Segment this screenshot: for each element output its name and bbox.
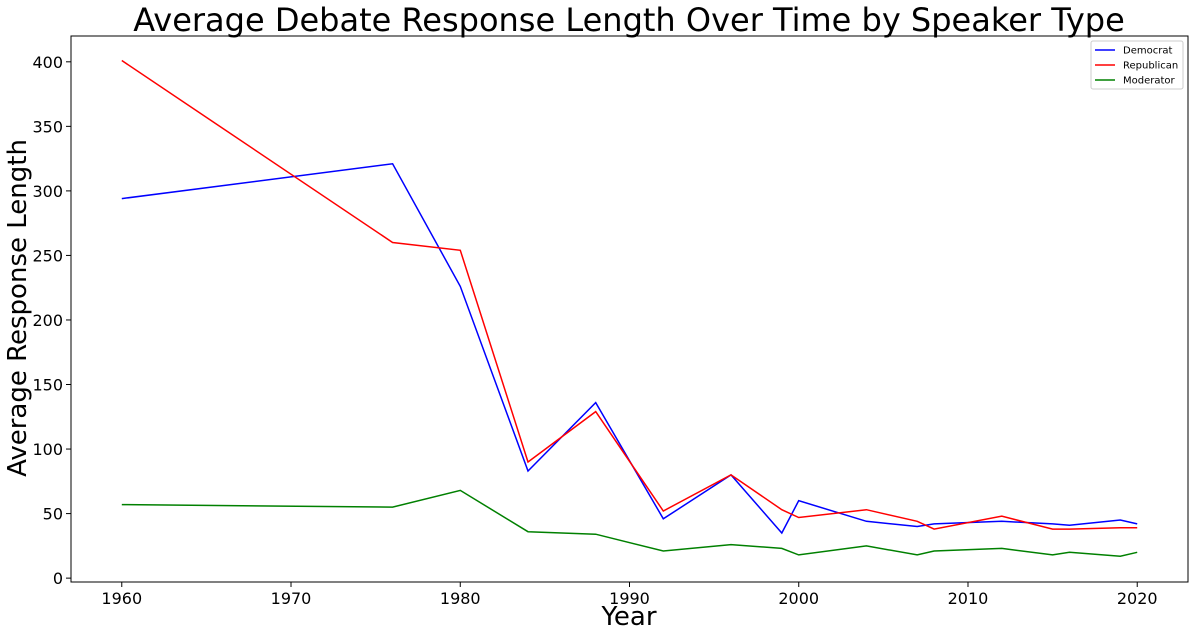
legend: Democrat Republican Moderator bbox=[1090, 40, 1184, 90]
y-tick-label: 150 bbox=[32, 376, 63, 395]
x-tick-label: 1990 bbox=[609, 589, 650, 608]
y-axis-label: Average Response Length bbox=[3, 139, 33, 477]
legend-label-republican: Republican bbox=[1123, 61, 1178, 72]
x-tick-label: 2020 bbox=[1117, 589, 1158, 608]
legend-label-democrat: Democrat bbox=[1123, 46, 1172, 57]
y-tick-label: 250 bbox=[32, 246, 63, 265]
plot-frame bbox=[70, 35, 1189, 583]
x-tick-label: 2010 bbox=[948, 589, 989, 608]
x-tick-label: 2000 bbox=[778, 589, 819, 608]
y-axis: 0 50 100 150 200 250 300 350 400 bbox=[32, 53, 71, 588]
y-tick-label: 200 bbox=[32, 311, 63, 330]
x-tick-label: 1960 bbox=[101, 589, 142, 608]
x-axis-label: Year bbox=[600, 602, 656, 632]
series-line-democrat bbox=[121, 162, 1138, 535]
chart-title: Average Debate Response Length Over Time… bbox=[133, 1, 1125, 39]
plot-area bbox=[70, 35, 1189, 583]
series-lines bbox=[121, 59, 1138, 557]
series-line-republican bbox=[121, 59, 1138, 530]
y-tick-label: 100 bbox=[32, 440, 63, 459]
y-tick-label: 50 bbox=[43, 505, 63, 524]
x-tick-label: 1980 bbox=[440, 589, 481, 608]
series-line-moderator bbox=[121, 489, 1138, 557]
x-tick-label: 1970 bbox=[271, 589, 312, 608]
legend-box bbox=[1090, 40, 1184, 90]
y-tick-label: 300 bbox=[32, 182, 63, 201]
y-tick-label: 400 bbox=[32, 53, 63, 72]
legend-label-moderator: Moderator bbox=[1123, 76, 1176, 87]
x-axis: 1960 1970 1980 1990 2000 2010 2020 bbox=[101, 582, 1158, 608]
y-tick-label: 0 bbox=[53, 569, 63, 588]
y-tick-label: 350 bbox=[32, 117, 63, 136]
